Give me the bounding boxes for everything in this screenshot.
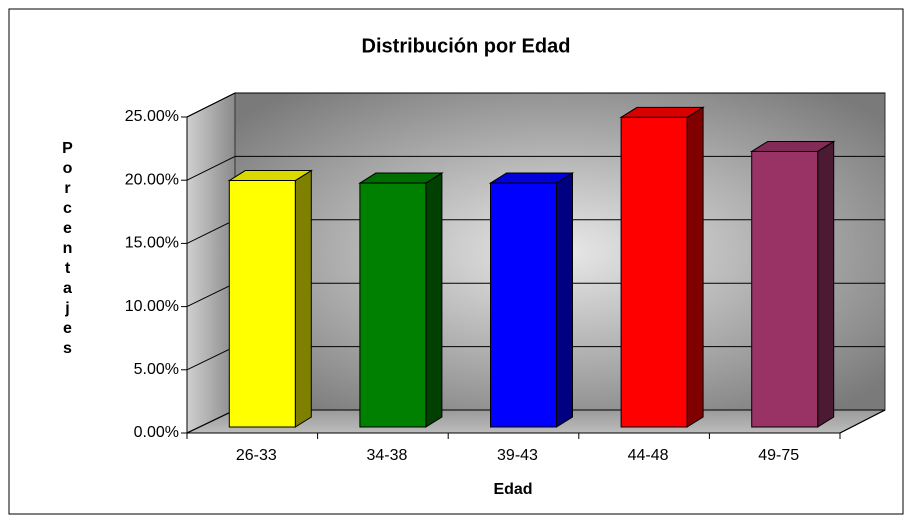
grid-line <box>186 92 236 118</box>
bar <box>359 182 427 428</box>
x-tick-label: 44-48 <box>628 447 669 464</box>
bar <box>228 180 296 428</box>
grid-line <box>186 282 236 308</box>
x-axis-edge <box>839 409 886 434</box>
y-tick-label: 5.00% <box>134 361 179 378</box>
bar <box>490 182 557 428</box>
grid-line <box>186 409 236 434</box>
side-wall <box>186 92 236 434</box>
bar-side <box>294 169 312 428</box>
chart-title: Distribución por Edad <box>362 35 571 57</box>
bar-side <box>556 172 573 428</box>
grid-line <box>186 155 236 181</box>
grid-line <box>186 346 236 371</box>
x-tick-label: 26-33 <box>236 447 277 464</box>
grid-line <box>186 219 236 244</box>
bar-side <box>425 172 443 428</box>
x-tick-label: 49-75 <box>758 447 799 464</box>
bar <box>620 116 688 428</box>
y-tick-label: 0.00% <box>134 424 179 441</box>
y-axis-title: Porcentajes <box>59 140 76 360</box>
x-tick-label: 34-38 <box>366 447 407 464</box>
y-tick-label: 15.00% <box>125 235 179 252</box>
y-tick-label: 10.00% <box>125 298 179 315</box>
bar-side <box>817 140 835 428</box>
y-tick-label: 20.00% <box>125 171 179 188</box>
bar <box>751 150 819 428</box>
bar-side <box>686 106 704 428</box>
y-tick-label: 25.00% <box>125 108 179 125</box>
x-tick-label: 39-43 <box>497 447 538 464</box>
x-axis-title: Edad <box>493 481 532 498</box>
